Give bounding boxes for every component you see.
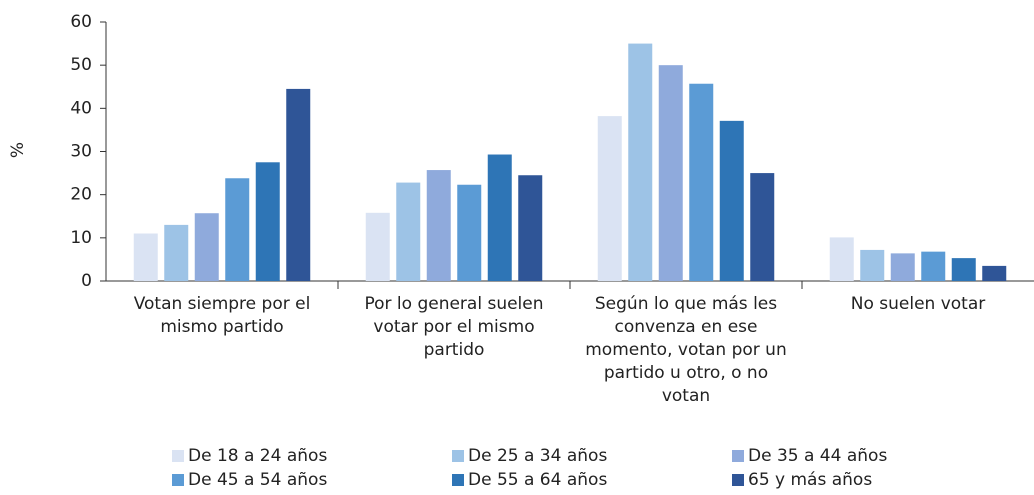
y-axis-label: % [8,142,28,158]
x-tick-label: Por lo general suelen votar por el mismo… [364,294,544,360]
legend-swatch [732,450,744,462]
bar [396,182,421,281]
legend-swatch [452,450,464,462]
legend-item: De 18 a 24 años [172,446,327,466]
x-tick-label: No suelen votar [850,294,986,314]
legend-label: De 18 a 24 años [188,446,328,466]
legend-item: De 35 a 44 años [732,446,887,466]
bar [750,173,775,281]
bar [689,83,714,281]
legend-label: De 45 a 54 años [188,470,328,490]
bar [487,154,512,281]
bar [133,233,158,281]
legend-item: 65 y más años [732,470,872,490]
legend-swatch [732,474,744,486]
y-tick-label: 0 [81,271,92,291]
bar [658,65,683,282]
y-tick-label: 60 [70,12,92,32]
bar [426,170,451,281]
bar [951,258,976,281]
bar [164,224,189,281]
y-tick-label: 10 [70,228,92,248]
legend-label: De 55 a 64 años [468,470,608,490]
legend-item: De 55 a 64 años [452,470,607,490]
bar [225,178,250,281]
legend-swatch [172,474,184,486]
legend-swatch [452,474,464,486]
y-tick-label: 30 [70,142,92,162]
bar [860,249,885,281]
x-tick-label: Según lo que más les convenza en ese mom… [585,294,787,406]
bar [921,251,946,281]
bar [255,162,280,281]
bar [286,88,311,282]
y-tick-label: 20 [70,185,92,205]
bar [628,43,653,282]
legend-label: De 35 a 44 años [748,446,888,466]
legend-label: 65 y más años [748,470,873,490]
bar [597,116,622,281]
bar [457,184,482,281]
bar [982,265,1007,281]
bar [518,175,543,281]
bar [890,253,915,281]
legend-label: De 25 a 34 años [468,446,608,466]
bar [829,237,854,281]
legend-item: De 25 a 34 años [452,446,607,466]
bar [194,213,219,281]
y-tick-label: 50 [70,55,92,75]
legend-item: De 45 a 54 años [172,470,327,490]
bar [719,120,744,281]
bar [365,212,390,281]
x-tick-label: Votan siempre por el mismo partido [133,294,311,337]
y-tick-label: 40 [70,98,92,118]
legend-swatch [172,450,184,462]
